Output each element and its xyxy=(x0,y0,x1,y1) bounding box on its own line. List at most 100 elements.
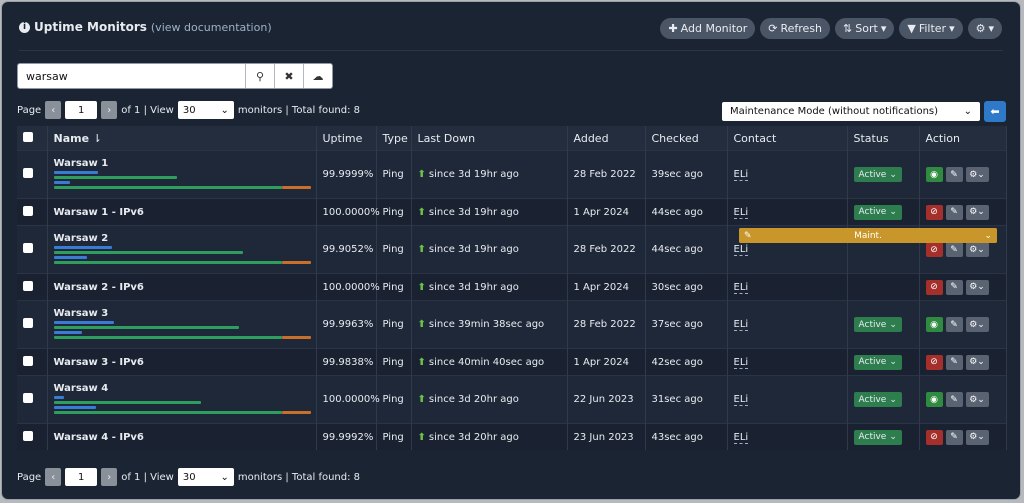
row-checkbox[interactable] xyxy=(23,430,33,441)
column-contact[interactable]: Contact xyxy=(727,126,848,151)
contact-link[interactable]: ELi xyxy=(733,319,749,331)
refresh-button[interactable]: ⟳ Refresh xyxy=(760,18,831,39)
row-checkbox[interactable] xyxy=(23,280,33,291)
status-badge[interactable]: Active ⌄ xyxy=(853,429,902,445)
contact-link[interactable]: ELi xyxy=(733,244,749,256)
monitor-name[interactable]: Warsaw 1 - IPv6 xyxy=(53,206,144,218)
status-badge[interactable]: Active ⌄ xyxy=(853,392,902,407)
pager-top: Page ‹ 1 › of 1 | View 30 ⌄ monitors | To… xyxy=(17,101,360,119)
uptime-bar xyxy=(281,411,311,414)
next-page-button[interactable]: › xyxy=(101,468,118,486)
filter-button[interactable]: ▼ Filter ▾ xyxy=(899,18,963,39)
column-name[interactable]: Name ⇂ xyxy=(47,126,317,151)
gear-icon[interactable]: ⚙⌄ xyxy=(965,242,989,257)
table-row: Warsaw 2 - IPv6 100.0000% Ping ⬆ since 3d 19… xyxy=(17,228,1007,301)
gear-icon[interactable]: ⚙⌄ xyxy=(965,204,989,220)
monitor-name[interactable]: Warsaw 3 - IPv6 xyxy=(53,356,144,368)
column-uptime[interactable]: Uptime xyxy=(316,126,377,151)
eye-icon[interactable]: ◉ xyxy=(925,317,943,332)
edit-icon[interactable]: ✎ xyxy=(945,317,963,332)
contact-link[interactable]: ELi xyxy=(733,431,749,444)
gear-icon[interactable]: ⚙⌄ xyxy=(965,392,989,407)
status-badge[interactable]: Active ⌄ xyxy=(853,167,902,182)
monitor-name[interactable]: Warsaw 4 xyxy=(53,383,109,394)
uptime-value: 99.9052% xyxy=(316,225,377,274)
status-badge[interactable]: Active ⌄ xyxy=(853,354,902,370)
edit-icon[interactable]: ✎ xyxy=(945,279,963,295)
eye-slash-icon[interactable]: ⊘ xyxy=(925,354,943,370)
maintenance-mode-select[interactable]: Maintenance Mode (without notifications)… xyxy=(722,102,980,121)
status-badge[interactable]: Active ⌄ xyxy=(853,317,902,332)
contact-link[interactable]: ELi xyxy=(733,169,749,181)
edit-icon[interactable]: ✎ xyxy=(945,242,963,257)
gear-icon[interactable]: ⚙⌄ xyxy=(965,317,989,332)
contact-link[interactable]: ELi xyxy=(733,394,749,406)
uptime-bars xyxy=(53,321,311,341)
row-checkbox[interactable] xyxy=(23,393,33,403)
uptime-value: 99.9963% xyxy=(316,300,377,349)
search-button[interactable]: ⚲ xyxy=(246,64,275,88)
column-last-down[interactable]: Last Down xyxy=(411,126,568,151)
clear-search-button[interactable]: ✖ xyxy=(275,64,304,88)
row-actions: ⊘ ✎ ⚙⌄ xyxy=(925,279,1000,295)
edit-icon[interactable]: ✎ xyxy=(945,429,963,445)
monitor-name[interactable]: Warsaw 4 - IPv6 xyxy=(53,431,144,443)
view-documentation-link[interactable]: (view documentation) xyxy=(150,20,272,34)
arrow-up-icon: ⬆ xyxy=(417,431,426,443)
column-added[interactable]: Added xyxy=(567,126,646,151)
view-count-select[interactable]: 30 ⌄ xyxy=(177,468,234,486)
info-icon: i xyxy=(19,21,30,33)
status-badge[interactable]: ✎Maint.⌄ xyxy=(739,228,997,243)
monitor-name[interactable]: Warsaw 2 xyxy=(53,233,109,244)
row-checkbox[interactable] xyxy=(23,205,33,216)
sort-button[interactable]: ⇅ Sort ▾ xyxy=(835,18,895,39)
apply-maintenance-button[interactable]: ⬅ xyxy=(984,101,1006,122)
checked-value: 44sec ago xyxy=(645,225,728,274)
column-checked[interactable]: Checked xyxy=(645,126,728,151)
eye-icon[interactable]: ◉ xyxy=(925,167,943,182)
page-input[interactable]: 1 xyxy=(65,101,98,119)
gear-icon[interactable]: ⚙⌄ xyxy=(965,354,989,370)
next-page-button[interactable]: › xyxy=(101,101,118,119)
row-actions: ◉ ✎ ⚙⌄ xyxy=(925,167,1000,182)
contact-link[interactable]: ELi xyxy=(733,206,749,219)
contact-link[interactable]: ELi xyxy=(733,356,749,369)
add-monitor-button[interactable]: ✚ Add Monitor xyxy=(660,18,756,39)
row-checkbox[interactable] xyxy=(23,318,33,328)
edit-icon[interactable]: ✎ xyxy=(945,392,963,407)
eye-slash-icon[interactable]: ⊘ xyxy=(925,242,943,257)
prev-page-button[interactable]: ‹ xyxy=(45,101,62,119)
contact-link[interactable]: ELi xyxy=(733,281,749,294)
monitor-name[interactable]: Warsaw 3 xyxy=(53,308,109,319)
search-input[interactable]: warsaw xyxy=(18,64,246,88)
eye-icon[interactable]: ◉ xyxy=(925,392,943,407)
cloud-button[interactable]: ☁ xyxy=(304,64,332,88)
column-status[interactable]: Status xyxy=(847,126,920,151)
row-checkbox[interactable] xyxy=(23,168,33,178)
edit-icon[interactable]: ✎ xyxy=(945,354,963,370)
row-checkbox[interactable] xyxy=(23,243,33,253)
table-row: Warsaw 1 - IPv6 100.0000% Ping ⬆ since 3d 19… xyxy=(17,198,1007,226)
view-count-select[interactable]: 30 ⌄ xyxy=(177,101,234,119)
row-checkbox[interactable] xyxy=(23,355,33,366)
type-value: Ping xyxy=(376,300,412,349)
monitor-name[interactable]: Warsaw 2 - IPv6 xyxy=(53,281,144,293)
uptime-bar xyxy=(53,256,87,259)
gear-icon[interactable]: ⚙⌄ xyxy=(965,167,989,182)
column-type[interactable]: Type xyxy=(376,126,412,151)
select-all-checkbox[interactable] xyxy=(23,131,33,142)
status-badge[interactable]: Active ⌄ xyxy=(853,204,902,220)
gear-icon[interactable]: ⚙⌄ xyxy=(965,279,989,295)
monitor-name[interactable]: Warsaw 1 xyxy=(53,158,109,169)
prev-page-button[interactable]: ‹ xyxy=(45,468,62,486)
arrow-left-icon: ⬅ xyxy=(990,105,1000,118)
page-input[interactable]: 1 xyxy=(65,468,98,486)
added-value: 28 Feb 2022 xyxy=(567,225,646,274)
edit-icon[interactable]: ✎ xyxy=(945,204,963,220)
gear-icon[interactable]: ⚙⌄ xyxy=(965,429,989,445)
eye-slash-icon[interactable]: ⊘ xyxy=(925,429,943,445)
edit-icon[interactable]: ✎ xyxy=(945,167,963,182)
eye-slash-icon[interactable]: ⊘ xyxy=(925,279,943,295)
settings-button[interactable]: ⚙ ▾ xyxy=(967,18,1002,39)
eye-slash-icon[interactable]: ⊘ xyxy=(925,204,943,220)
